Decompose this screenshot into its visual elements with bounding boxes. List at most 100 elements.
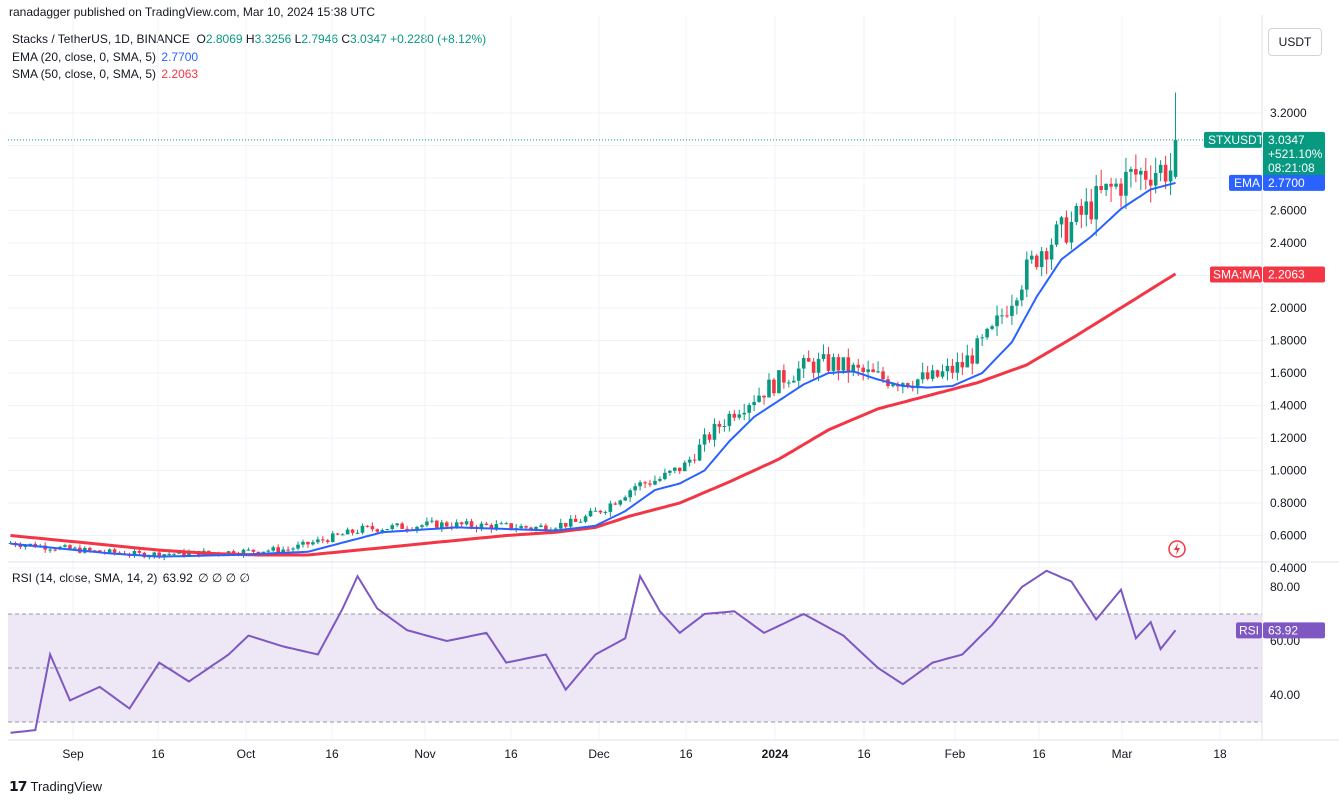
candle-body [1143,170,1148,180]
time-tick-label: 16 [504,747,518,761]
time-tick-label: Sep [62,747,84,761]
candle-body [1104,183,1108,190]
candle-body [420,525,424,527]
candle-body [1015,300,1019,306]
candle-body [345,529,350,535]
candle-body [484,523,489,525]
candle-body [945,365,950,372]
price-tick-label: 0.4000 [1270,561,1307,575]
candle-body [286,549,290,551]
candle-body [33,543,38,548]
candle-body [221,554,226,556]
sma-legend[interactable]: SMA (50, close, 0, SMA, 5) 2.2063 [12,67,199,81]
candle-body [112,549,117,553]
candle-body [772,379,776,394]
candle-body [355,532,360,534]
candle-body [43,545,47,550]
candle-body [1059,217,1064,225]
rsi-tick-label: 60.00 [1270,634,1300,648]
price-tick-label: 2.4000 [1270,236,1307,250]
candle-body [955,362,960,373]
candle-body [643,482,647,484]
ema-legend[interactable]: EMA (20, close, 0, SMA, 5) 2.7700 [12,50,199,64]
currency-button[interactable]: USDT [1268,28,1322,56]
candle-body [122,553,127,556]
time-tick-label: 18 [1213,747,1227,761]
candle-body [673,467,677,471]
candle-body [53,549,57,551]
price-tick-label: 1.2000 [1270,431,1307,445]
candle-body [410,529,414,531]
candle-body [940,371,945,377]
candle-body [177,550,181,554]
ema-tag-bg [1229,174,1262,191]
sma-line [10,272,1177,557]
candle-body [454,522,459,528]
time-tick-label: Dec [588,747,609,761]
price-tick-label: 2.6000 [1270,204,1307,218]
candle-body [425,521,429,526]
candle-body [1148,179,1153,186]
candle-body [266,550,271,552]
tradingview-brand[interactable]: 𝟭𝟳 TradingView [9,778,103,794]
rsi-legend-value: 63.92 [162,571,193,585]
price-tick-label: 3.2000 [1270,106,1307,120]
candle-body [306,541,310,545]
candle-body [762,395,766,398]
candle-body [1020,289,1024,301]
candle-body [876,371,880,373]
candle-body [8,543,13,545]
candle-body [593,510,598,512]
candle-body [1099,186,1103,190]
rsi-tick-label: 40.00 [1270,688,1300,702]
sma-tag-value: 2.2063 [1268,267,1305,281]
candle-body [603,511,608,513]
candle-body [360,525,365,533]
candle-body [861,367,865,372]
candle-body [157,552,162,558]
candle-body [241,549,246,555]
symbol-title: Stacks / TetherUS, 1D, BINANCE [12,32,190,46]
candle-body [335,533,340,535]
time-tick-label: 2024 [762,747,789,761]
candle-body [628,490,632,498]
candle-body [1114,183,1118,187]
symbol-legend[interactable]: Stacks / TetherUS, 1D, BINANCE O2.8069 H… [12,32,486,46]
candle-body [801,358,806,369]
candle-body [598,510,603,513]
candle-body [623,497,628,501]
candle-body [1109,183,1113,187]
candle-body [638,482,642,487]
rsi-legend[interactable]: RSI (14, close, SMA, 14, 2) 63.92 ∅ ∅ ∅ … [12,571,250,585]
candle-body [167,553,171,555]
candle-body [717,423,722,427]
candle-body [192,550,196,553]
candle-body [925,372,930,379]
candle-body [1084,201,1089,215]
candle-body [1039,251,1044,268]
candle-body [747,405,751,413]
candle-body [63,545,67,547]
candle-body [712,423,717,440]
candle-body [206,550,211,553]
price-tick-label: 3.0000 [1270,139,1307,153]
candle-body [1139,170,1143,175]
candle-body [1034,255,1039,268]
candle-body [311,542,315,545]
candle-body [132,551,137,556]
candle-body [915,379,920,389]
candle-body [1074,205,1079,223]
candle-body [83,547,87,553]
candle-body [1134,169,1138,175]
candle-body [1158,164,1163,173]
candle-body [231,551,236,555]
price-tick-label: 2.0000 [1270,301,1307,315]
ema-tag-label: EMA [1234,176,1260,190]
candle-body [127,555,132,557]
candle-body [588,510,593,517]
candle-body [891,384,895,387]
candle-body [459,522,464,525]
candle-body [68,545,72,549]
candle-body [1124,171,1128,196]
